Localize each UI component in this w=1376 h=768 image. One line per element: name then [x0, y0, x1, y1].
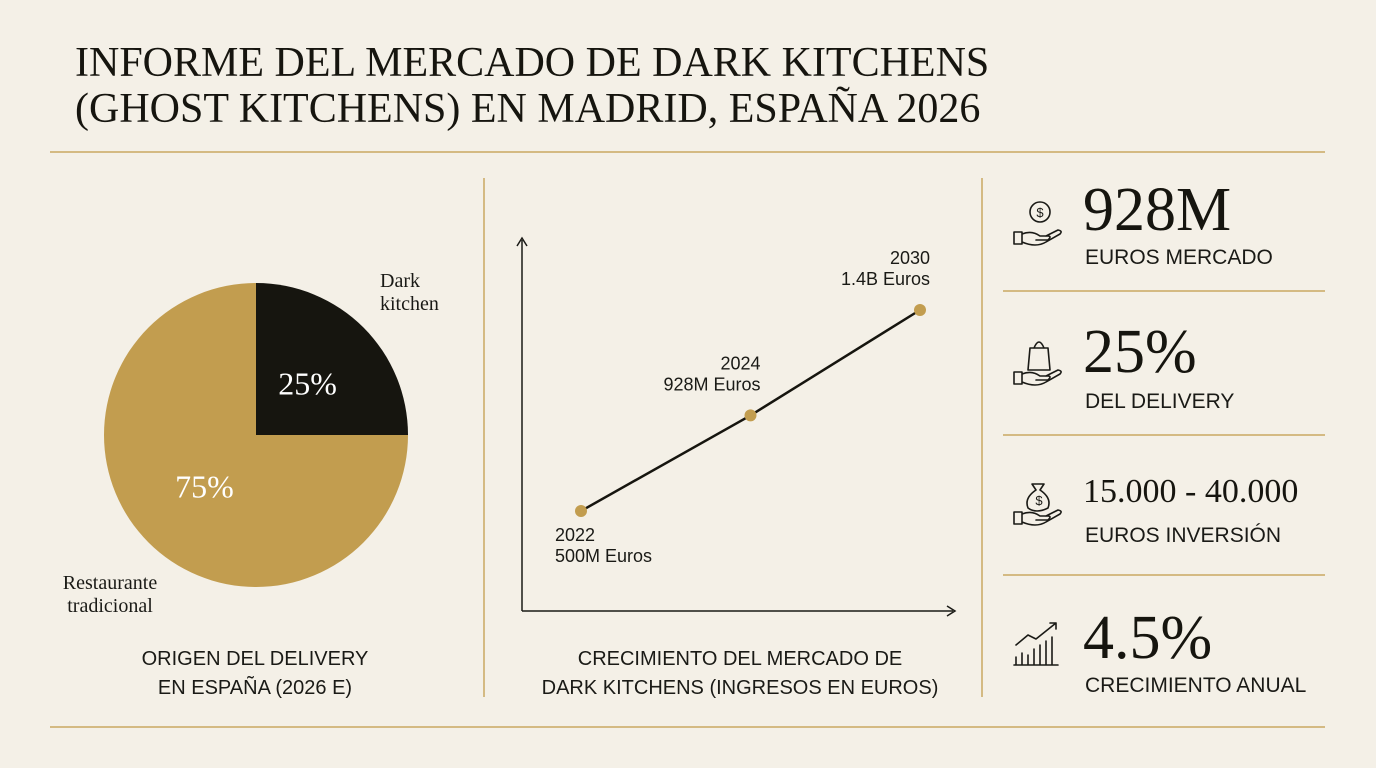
stat-label: CRECIMIENTO ANUAL: [1085, 674, 1306, 697]
value-label: 500M Euros: [555, 546, 652, 566]
chart-title: DARK KITCHENS (INGRESOS EN EUROS): [542, 677, 939, 699]
arrow: [516, 236, 528, 247]
stat-value: 4.5%: [1083, 604, 1212, 672]
category-label: Restaurante tradicional: [62, 572, 158, 617]
pie-slice: [256, 283, 408, 435]
icon-money-hand: $: [1013, 201, 1062, 246]
x-label: 2030: [890, 248, 930, 268]
icon-sack-hand: $: [1013, 483, 1062, 526]
svg-text:$: $: [1036, 205, 1044, 220]
stat-value: 25%: [1083, 318, 1197, 386]
value-label: 1.4B Euros: [841, 269, 930, 289]
value-label: 25%: [278, 365, 337, 401]
page-title: (GHOST KITCHENS) EN MADRID, ESPAÑA 2026: [75, 86, 980, 132]
value-label: 75%: [175, 469, 234, 505]
stat-label: EUROS INVERSIÓN: [1085, 524, 1281, 547]
dividers: [50, 151, 1325, 728]
chart-title: ORIGEN DEL DELIVERY: [142, 648, 369, 670]
stat-value: 15.000 - 40.000: [1083, 473, 1298, 510]
value-label: 928M Euros: [663, 374, 760, 394]
line-axes: [516, 236, 957, 617]
icons: $ $: [1013, 201, 1062, 666]
x-label: 2024: [720, 353, 760, 373]
x-label: 2022: [555, 525, 595, 545]
stat-value: 928M: [1083, 176, 1231, 244]
chart-title: EN ESPAÑA (2026 E): [158, 675, 352, 699]
pie-slice: [104, 283, 408, 587]
stat-label: EUROS MERCADO: [1085, 246, 1273, 269]
stat-label: DEL DELIVERY: [1085, 390, 1234, 413]
icon-growth: [1013, 622, 1059, 666]
point: [914, 304, 926, 316]
point: [575, 505, 587, 517]
page-title: INFORME DEL MERCADO DE DARK KITCHENS: [75, 40, 989, 86]
point: [744, 409, 757, 422]
icon-bag-hand: [1013, 341, 1062, 386]
svg-text:$: $: [1035, 493, 1043, 508]
category-label: Dark kitchen: [380, 270, 439, 315]
arrow: [946, 605, 957, 617]
chart-title: CRECIMIENTO DEL MERCADO DE: [578, 648, 902, 670]
